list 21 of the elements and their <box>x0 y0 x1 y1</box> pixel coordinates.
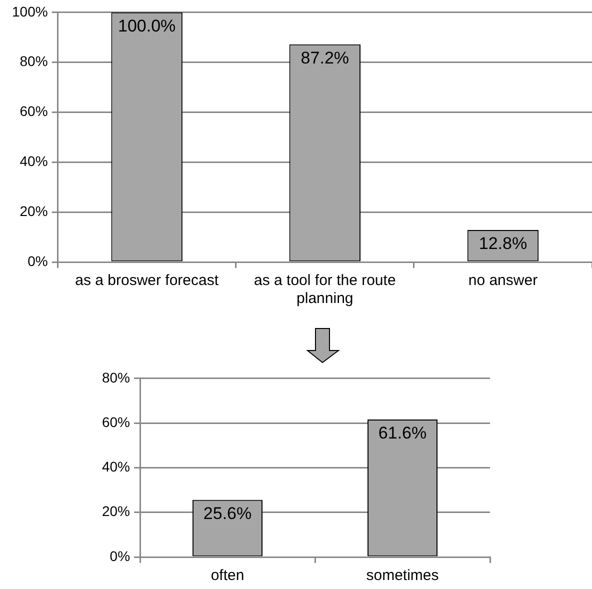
y-tick-label: 60% <box>20 103 48 120</box>
data-label: 25.6% <box>203 504 252 524</box>
data-label: 61.6% <box>378 424 427 443</box>
x-tick-label: no answer <box>468 272 538 290</box>
y-tick-label: 20% <box>102 503 130 520</box>
data-label: 100.0% <box>118 16 176 36</box>
x-tick-label: often <box>210 567 244 584</box>
y-tick-label: 20% <box>20 202 48 219</box>
x-tick-label: sometimes <box>366 567 439 584</box>
y-tick-label: 60% <box>102 414 130 430</box>
y-tick-label: 40% <box>20 153 48 170</box>
y-tick-label: 0% <box>110 548 130 564</box>
y-tick-label: 80% <box>20 53 48 70</box>
x-tick-label: as a broswer forecast <box>75 272 220 290</box>
y-tick-label: 40% <box>102 458 130 475</box>
y-tick-label: 80% <box>102 369 130 386</box>
y-tick-label: 100% <box>12 3 48 20</box>
data-label: 87.2% <box>300 48 350 68</box>
x-tick-label: as a tool for the route planning <box>254 272 396 308</box>
data-label: 12.8% <box>478 234 528 254</box>
y-tick-label: 0% <box>28 252 48 269</box>
